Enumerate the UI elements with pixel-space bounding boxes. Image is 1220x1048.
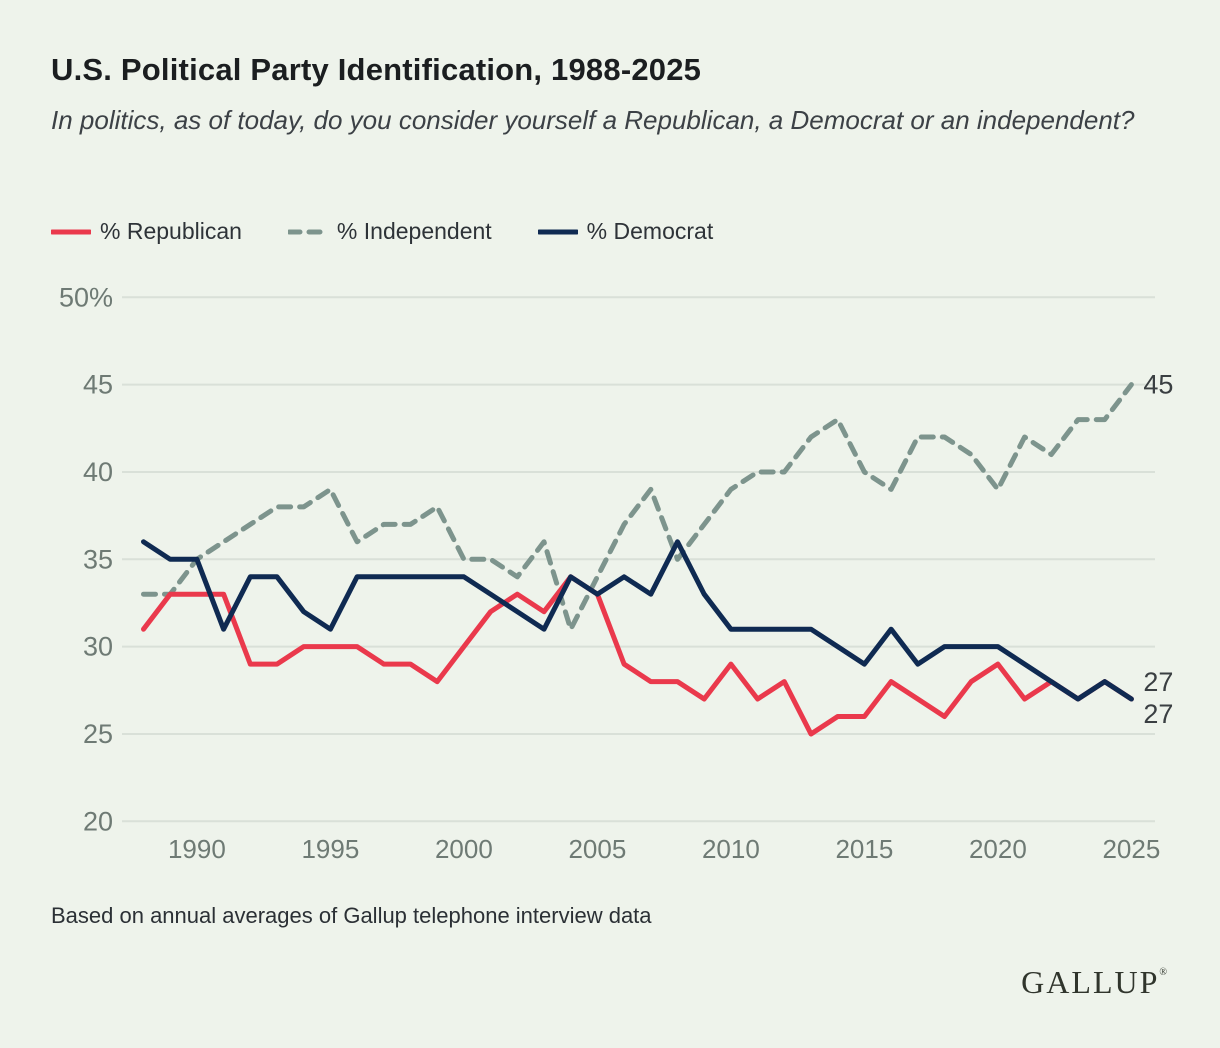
legend-swatch-icon [287,229,328,234]
end-label-independent: 45 [1143,370,1173,400]
y-tick-label-35: 35 [83,544,113,574]
legend-label: % Republican [100,218,242,244]
x-tick-label-2025: 2025 [1102,834,1160,864]
y-tick-label-45: 45 [83,370,113,400]
x-tick-label-2005: 2005 [568,834,626,864]
legend-label: % Democrat [586,218,714,244]
x-tick-label-2010: 2010 [702,834,760,864]
end-label-democrat: 27 [1143,667,1173,697]
y-tick-label-30: 30 [83,632,113,662]
legend-item-independent: % Independent [287,218,492,245]
y-tick-label-20: 20 [83,806,113,836]
legend-swatch-icon [537,229,578,234]
gallup-logo: GALLUP® [1021,964,1167,1000]
y-tick-label-25: 25 [83,719,113,749]
end-label-republican: 27 [1143,699,1173,729]
legend-item-republican: % Republican [51,218,242,245]
source-note: Based on annual averages of Gallup telep… [51,903,652,928]
chart-legend: % Republican % Independent % Democrat [51,218,713,245]
x-tick-label-2015: 2015 [835,834,893,864]
independent-line [141,382,1134,632]
republican-line [141,574,1134,737]
legend-swatch-icon [51,229,91,234]
x-tick-label-2020: 2020 [969,834,1027,864]
y-tick-label-40: 40 [83,457,113,487]
legend-label: % Independent [336,218,492,244]
democrat-line [141,539,1134,702]
registered-mark: ® [1159,967,1167,978]
page-subtitle: In politics, as of today, do you conside… [51,105,1135,135]
x-tick-label-1990: 1990 [168,834,226,864]
y-tick-label-50: 50% [59,282,113,312]
legend-item-democrat: % Democrat [537,218,714,245]
x-tick-label-1995: 1995 [301,834,359,864]
x-tick-label-2000: 2000 [435,834,493,864]
page-title: U.S. Political Party Identification, 198… [51,52,702,87]
